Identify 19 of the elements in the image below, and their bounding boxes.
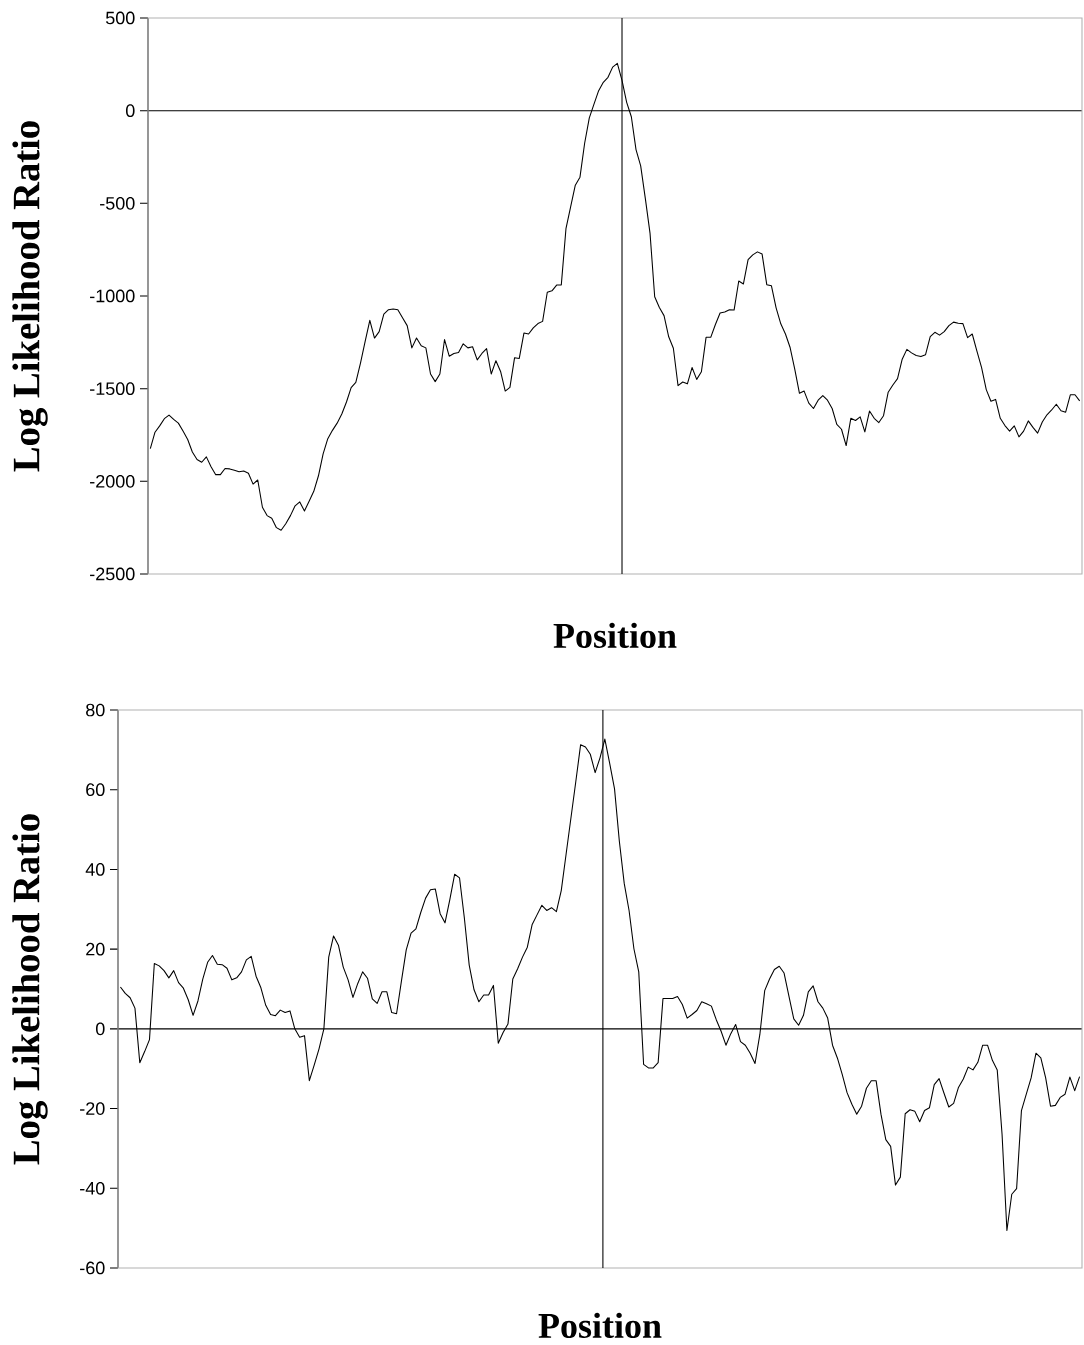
y-tick-label: -1000: [90, 289, 135, 303]
y-tick-label: -20: [80, 1102, 105, 1115]
y-tick-label: 80: [86, 703, 105, 717]
y-tick-label: -60: [80, 1261, 105, 1275]
x-axis-title: Position: [553, 622, 677, 649]
y-tick-label: 0: [125, 104, 135, 118]
x-axis-title: Position: [538, 1312, 662, 1339]
y-axis-title: Log Likelihood Ratio: [12, 121, 48, 472]
y-tick-label: -1500: [90, 382, 135, 396]
y-tick-label: 20: [86, 942, 105, 956]
y-tick-label: -2000: [90, 474, 135, 488]
y-tick-label: -40: [80, 1181, 105, 1195]
y-tick-label: 60: [86, 783, 105, 797]
y-tick-label: 500: [105, 11, 135, 25]
y-tick-label: 40: [85, 863, 105, 876]
y-tick-label: -2500: [90, 567, 135, 581]
y-tick-label: 0: [95, 1022, 105, 1036]
y-tick-label: -500: [100, 196, 135, 210]
y-axis-title: Log Likelihood Ratio: [12, 814, 48, 1165]
